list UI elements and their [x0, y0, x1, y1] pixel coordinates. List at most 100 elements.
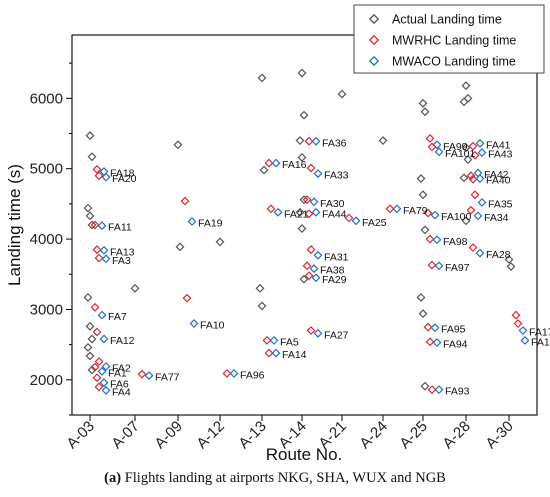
flight-label: FA31 [324, 251, 349, 263]
mwaco-marker [313, 169, 323, 179]
mwaco-marker [432, 338, 442, 347]
x-tick-label: A-13 [235, 418, 269, 452]
actual-marker [215, 237, 225, 247]
actual-marker [87, 152, 97, 162]
mwrhc-marker [302, 261, 312, 271]
x-axis-title: Route No. [266, 445, 343, 464]
flight-label: FA28 [486, 249, 511, 261]
flight-label: FA40 [486, 175, 511, 187]
mwrhc-marker [182, 293, 192, 303]
mwrhc-marker [468, 243, 478, 252]
mwaco-marker [311, 207, 321, 217]
mwaco-marker [99, 245, 109, 255]
flight-label: FA97 [445, 262, 470, 274]
mwrhc-marker [466, 205, 476, 215]
y-tick-label: 5000 [30, 161, 63, 178]
mwrhc-marker [468, 141, 478, 151]
mwaco-marker [432, 235, 442, 245]
mwrhc-marker [306, 245, 316, 255]
mwaco-marker [351, 216, 361, 226]
mwrhc-marker [513, 319, 523, 328]
flight-label: FA98 [443, 236, 468, 248]
mwaco-marker [477, 198, 487, 207]
mwrhc-marker [427, 260, 437, 270]
x-tick-label: A-28 [439, 418, 473, 452]
flight-label: FA12 [110, 335, 135, 347]
mwrhc-marker [427, 385, 437, 395]
flight-label: FA11 [108, 222, 132, 234]
mwrhc-marker [425, 234, 435, 244]
mwrhc-marker [94, 382, 104, 392]
mwrhc-marker [468, 174, 478, 184]
flight-label: FA33 [324, 170, 349, 182]
mwrhc-marker [266, 204, 276, 214]
mwaco-marker [311, 273, 321, 283]
flight-label: FA77 [155, 372, 180, 384]
mwrhc-marker [94, 171, 104, 181]
flight-label: FA29 [322, 274, 347, 286]
actual-marker [418, 98, 428, 108]
flight-label: FA36 [322, 137, 347, 149]
mwaco-marker [97, 310, 107, 320]
actual-marker [85, 211, 95, 221]
y-tick-label: 4000 [30, 231, 63, 248]
legend-marker [368, 55, 380, 67]
flight-label: FA93 [445, 386, 470, 398]
mwaco-marker [269, 335, 279, 345]
mwrhc-marker [423, 208, 433, 218]
legend-label: MWRHC Landing time [392, 34, 516, 48]
actual-marker [259, 165, 269, 175]
mwaco-marker [432, 140, 442, 150]
mwaco-marker [99, 334, 109, 344]
mwaco-marker [434, 385, 444, 395]
actual-marker [257, 73, 267, 83]
legend-label: Actual Landing time [392, 13, 502, 27]
flight-label: FA34 [484, 212, 509, 224]
mwaco-marker [475, 138, 485, 148]
mwrhc-marker [511, 310, 521, 320]
flight-label: FA17 [529, 327, 550, 339]
flight-label: FA42 [484, 169, 509, 181]
actual-marker [297, 152, 307, 162]
mwaco-marker [313, 250, 323, 260]
flight-label: FA13 [110, 246, 135, 258]
mwrhc-marker [90, 220, 100, 230]
legend-marker [368, 13, 380, 25]
actual-marker [378, 136, 388, 146]
actual-marker [420, 225, 430, 235]
actual-marker [87, 365, 97, 375]
x-tick-label: A-03 [63, 418, 97, 452]
actual-marker [297, 68, 307, 78]
y-tick-label: 3000 [30, 301, 63, 318]
mwaco-marker [430, 210, 440, 220]
y-tick-label: 2000 [30, 372, 63, 389]
legend-marker [368, 34, 380, 46]
x-tick-label: A-24 [356, 418, 390, 452]
flight-label: FA38 [320, 265, 345, 277]
mwrhc-marker [306, 326, 316, 336]
flight-label: FA3 [112, 255, 131, 267]
actual-marker [255, 283, 265, 293]
actual-marker [461, 143, 471, 153]
actual-marker [420, 107, 430, 117]
actual-marker [85, 351, 95, 361]
mwaco-marker [144, 371, 154, 381]
mwaco-marker [434, 261, 444, 271]
flight-label: FA96 [240, 369, 265, 381]
flight-label: FA10 [200, 320, 225, 332]
mwaco-marker [101, 385, 111, 395]
actual-marker [463, 93, 473, 103]
flight-label: FA20 [112, 173, 137, 185]
flight-label: FA41 [486, 139, 511, 151]
mwrhc-marker [264, 348, 274, 358]
flight-label: FA35 [488, 198, 513, 210]
flight-label: FA21 [284, 208, 309, 220]
mwrhc-marker [466, 171, 476, 181]
x-tick-label: A-30 [482, 418, 516, 452]
flight-label: FA94 [443, 339, 468, 351]
x-tick-label: A-25 [396, 418, 430, 452]
mwrhc-marker [344, 213, 354, 223]
mwrhc-marker [264, 158, 274, 168]
